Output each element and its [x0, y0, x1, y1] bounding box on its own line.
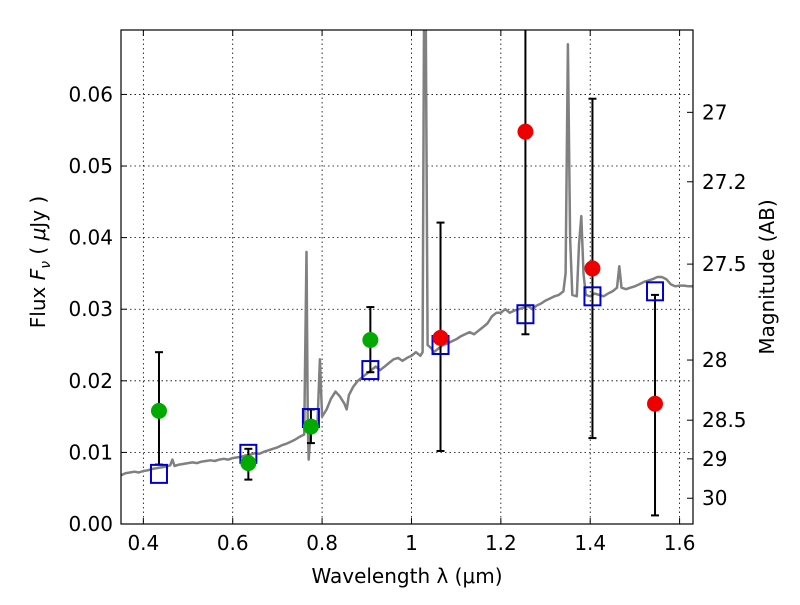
x-tick-label: 1.2	[485, 531, 517, 555]
right-tick-label: 27.5	[702, 252, 747, 276]
model-square	[516, 304, 535, 325]
y-tick-label: 0.02	[68, 369, 113, 393]
x-tick-label: 1	[405, 531, 418, 555]
x-tick-label: 0.4	[127, 531, 159, 555]
x-tick-label: 0.6	[217, 531, 249, 555]
right-axis-title: Magnitude (AB)	[755, 199, 779, 354]
y-axis-title: Flux Fν ( μJy )	[26, 196, 54, 328]
right-tick-label: 30	[702, 486, 727, 510]
x-tick-label: 1.6	[664, 531, 696, 555]
y-tick-label: 0.05	[68, 154, 113, 178]
y-tick-label: 0.06	[68, 82, 113, 106]
upper-limit-point	[517, 123, 534, 140]
right-tick-label: 28	[702, 348, 727, 372]
detection-point	[302, 418, 319, 435]
model-square	[583, 286, 602, 307]
axis-ticks: 0.4 0.6 0.8 1 1.2 1.4 1.6 0.00 0.01 0.02 0.03 0.04 0…	[68, 30, 747, 555]
y-tick-label: 0.03	[68, 297, 113, 321]
x-tick-label: 0.8	[306, 531, 338, 555]
upper-limit-point	[584, 260, 601, 277]
upper-limit-point	[647, 395, 664, 412]
photometry-points	[150, 123, 664, 472]
plot-background	[121, 30, 693, 524]
model-square	[149, 463, 168, 484]
x-tick-label: 1.4	[574, 531, 606, 555]
y-tick-label: 0.01	[68, 440, 113, 464]
right-tick-label: 27.2	[702, 170, 747, 194]
model-square	[646, 281, 665, 302]
right-tick-label: 27	[702, 100, 727, 124]
y-tick-label: 0.04	[68, 226, 113, 250]
right-tick-label: 28.5	[702, 408, 747, 432]
right-tick-label: 29	[702, 447, 727, 471]
x-axis-title: Wavelength λ (μm)	[311, 564, 502, 588]
model-square	[361, 360, 380, 381]
y-tick-label: 0.00	[68, 512, 113, 536]
detection-point	[150, 402, 167, 419]
detection-point	[362, 332, 379, 349]
detection-point	[240, 455, 257, 472]
plot-frame	[120, 29, 694, 525]
upper-limit-point	[432, 329, 449, 346]
